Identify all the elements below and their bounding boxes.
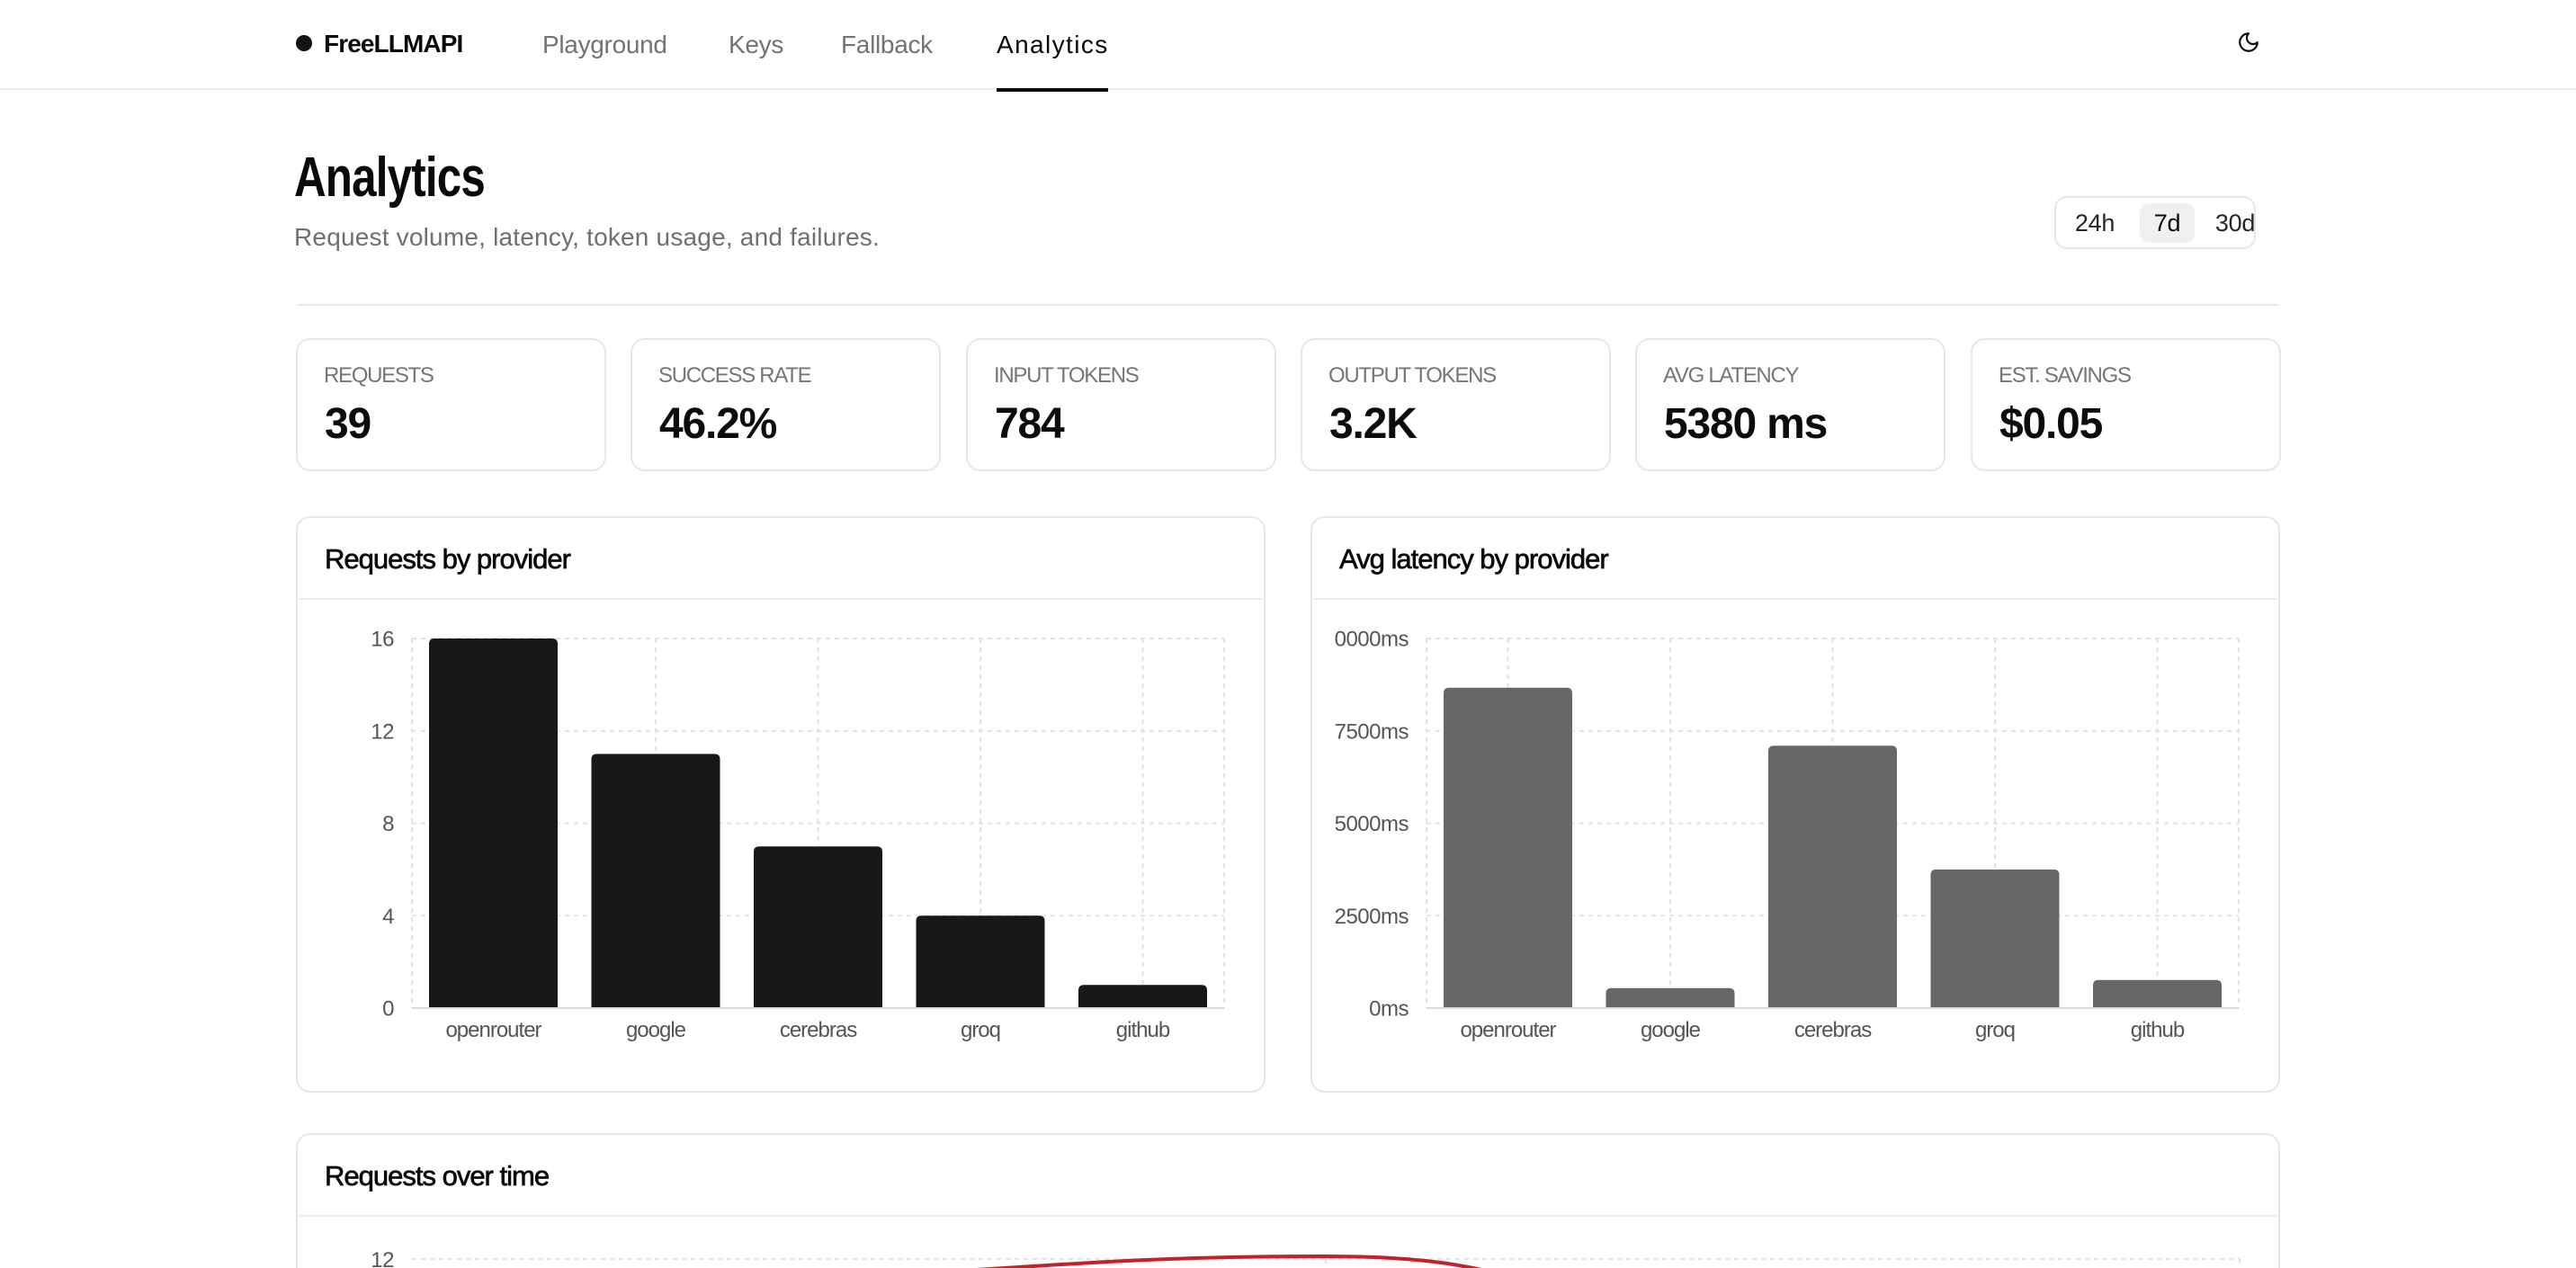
svg-text:groq: groq — [1975, 1018, 2015, 1042]
svg-text:cerebras: cerebras — [780, 1018, 857, 1042]
svg-text:2500ms: 2500ms — [1335, 905, 1409, 929]
svg-text:openrouter: openrouter — [445, 1018, 541, 1042]
svg-text:cerebras: cerebras — [1794, 1018, 1872, 1042]
svg-text:0: 0 — [382, 997, 394, 1022]
svg-text:0ms: 0ms — [1369, 997, 1409, 1022]
svg-text:8: 8 — [382, 812, 394, 836]
svg-text:12: 12 — [371, 720, 394, 745]
svg-text:5000ms: 5000ms — [1335, 812, 1409, 836]
svg-text:12: 12 — [371, 1248, 394, 1268]
svg-text:google: google — [626, 1018, 686, 1042]
svg-text:16: 16 — [371, 628, 394, 652]
svg-text:github: github — [1116, 1018, 1170, 1042]
svg-text:google: google — [1641, 1018, 1701, 1042]
svg-text:4: 4 — [382, 905, 394, 929]
svg-text:openrouter: openrouter — [1460, 1018, 1556, 1042]
svg-text:groq: groq — [961, 1018, 1000, 1042]
svg-text:github: github — [2131, 1018, 2185, 1042]
svg-text:7500ms: 7500ms — [1335, 720, 1409, 745]
svg-text:0000ms: 0000ms — [1335, 628, 1409, 652]
